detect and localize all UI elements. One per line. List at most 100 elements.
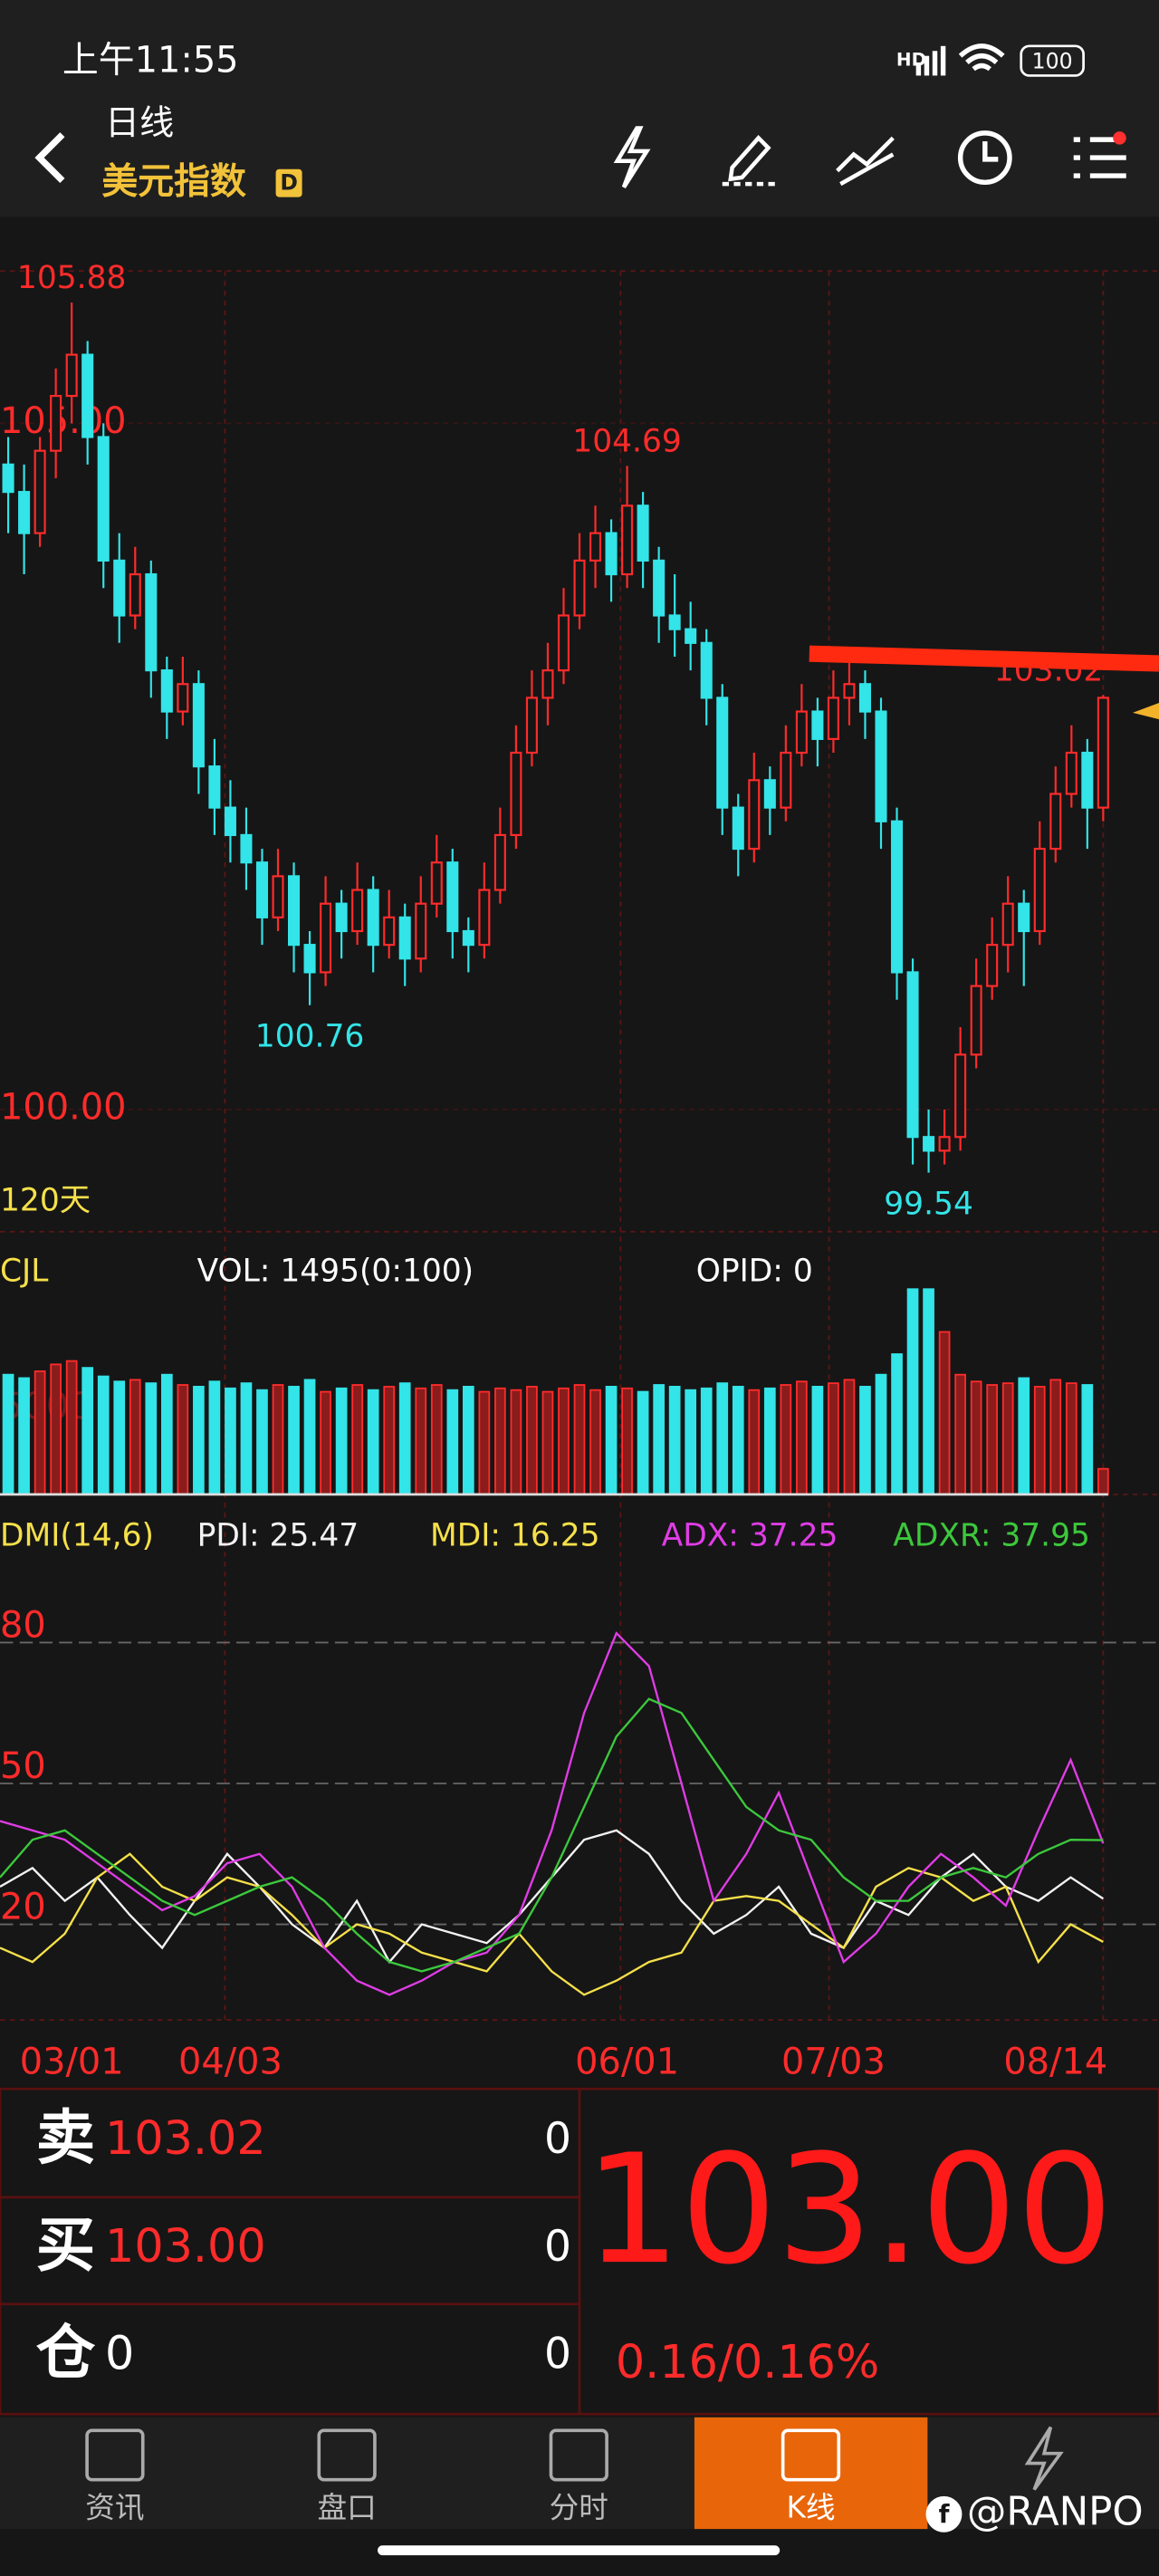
volume-bar [1033,1386,1046,1495]
volume-bar [700,1387,713,1495]
wifi-icon [958,43,1005,72]
tab[interactable]: 资讯 [85,2428,145,2524]
quote-price: 103.02 [105,2111,266,2165]
candle-body [605,532,618,576]
candle-body [383,916,396,947]
volume-bar [446,1389,459,1495]
candle-body [700,641,713,699]
candle-body [970,985,982,1056]
x-tick-label: 03/01 [20,2042,124,2083]
candle-body [446,861,459,933]
candle-body [160,669,173,713]
candle-body [351,889,364,933]
badge: D [280,170,298,196]
volume-bar [668,1386,681,1495]
candle-body [858,683,871,713]
candle-body [795,710,808,755]
volume-bar [177,1384,189,1495]
volume-bar [510,1389,522,1495]
watermark: @RANPO [967,2489,1144,2534]
volume-bar [256,1389,268,1495]
quote-borders [0,2087,1159,2416]
hd-icon: HD [896,49,926,71]
volume-info: OPID: 0 [696,1254,813,1290]
quote-price: 103.00 [105,2219,266,2273]
volume-bar [796,1380,808,1495]
candle-body [478,889,491,947]
volume-bar [938,1331,951,1495]
candle-body [1049,793,1062,851]
candle-body [811,710,824,740]
volume-bar [160,1373,173,1495]
volume-bar [859,1386,871,1495]
tab-icon[interactable] [1024,2426,1064,2491]
header-bg [0,0,1159,217]
volume-bar [780,1384,792,1495]
draw-button[interactable] [722,135,775,187]
candle-body [1018,902,1030,933]
tab-selected-bg [694,2417,928,2530]
candle-body [732,806,744,851]
volume-bar [748,1389,761,1495]
candle-body [65,353,78,398]
tab[interactable]: 分时 [549,2428,608,2524]
candle-body [415,902,427,960]
volume-bar [208,1380,221,1495]
indicator-button[interactable] [836,136,895,187]
candle-body [1081,751,1094,809]
tab[interactable]: 盘口 [317,2428,377,2524]
y-tick-label: 105.00 [0,400,127,442]
quote-panel: 卖 103.02 0买 103.00 0仓 0 0 [36,2103,571,2388]
quote-side: 卖 [36,2103,95,2172]
battery-level: 100 [1032,48,1073,73]
quote-qty: 0 [544,2114,571,2164]
candle-body [177,683,189,713]
candle-body [462,929,474,947]
volume-bar [954,1373,966,1495]
back-button[interactable] [34,132,65,184]
candle-body [621,505,634,576]
volume-bar [589,1389,601,1495]
volume-bar [272,1384,284,1495]
tab[interactable]: K线 [781,2428,841,2524]
volume-bar [1018,1377,1030,1495]
candle-body [875,710,887,822]
header-subtitle: 美元指数 [101,161,246,203]
volume-bar [494,1387,506,1495]
candle-body [208,765,221,809]
flash-button[interactable] [613,126,651,188]
history-button[interactable] [957,130,1012,186]
volume-bar [462,1386,474,1495]
candle-body [113,559,126,617]
watermark-logo [925,2495,963,2533]
candle-body [557,614,570,672]
menu-button[interactable] [1073,137,1126,178]
candle-body [288,875,301,947]
tab-label: K线 [786,2490,835,2524]
header-title: 日线 [105,102,174,142]
candle-body [18,491,31,534]
candle-body [938,1136,951,1152]
candle-body [780,751,792,809]
quote-qty: 0 [544,2330,571,2379]
volume-bar [637,1390,649,1495]
candle-body [255,861,269,918]
tab-icon [85,2428,145,2482]
candle-body [668,614,681,630]
candle-body [192,683,205,768]
volume-bar [1001,1382,1014,1495]
candle-body [906,971,919,1139]
indicator-line [0,1630,1105,1996]
tab-label: 盘口 [317,2490,376,2524]
last-price: 103.00 [585,2122,1114,2298]
candle-body [224,806,236,837]
price-arrow [1132,703,1159,720]
x-tick-label: 06/01 [575,2042,679,2083]
extreme-label: 99.54 [884,1186,973,1222]
volume-bar [828,1382,839,1495]
volume-bar [240,1382,253,1495]
candle-body [510,751,522,837]
quote-side: 仓 [36,2319,96,2388]
candle-body [525,697,538,755]
tab-icon [317,2428,377,2482]
